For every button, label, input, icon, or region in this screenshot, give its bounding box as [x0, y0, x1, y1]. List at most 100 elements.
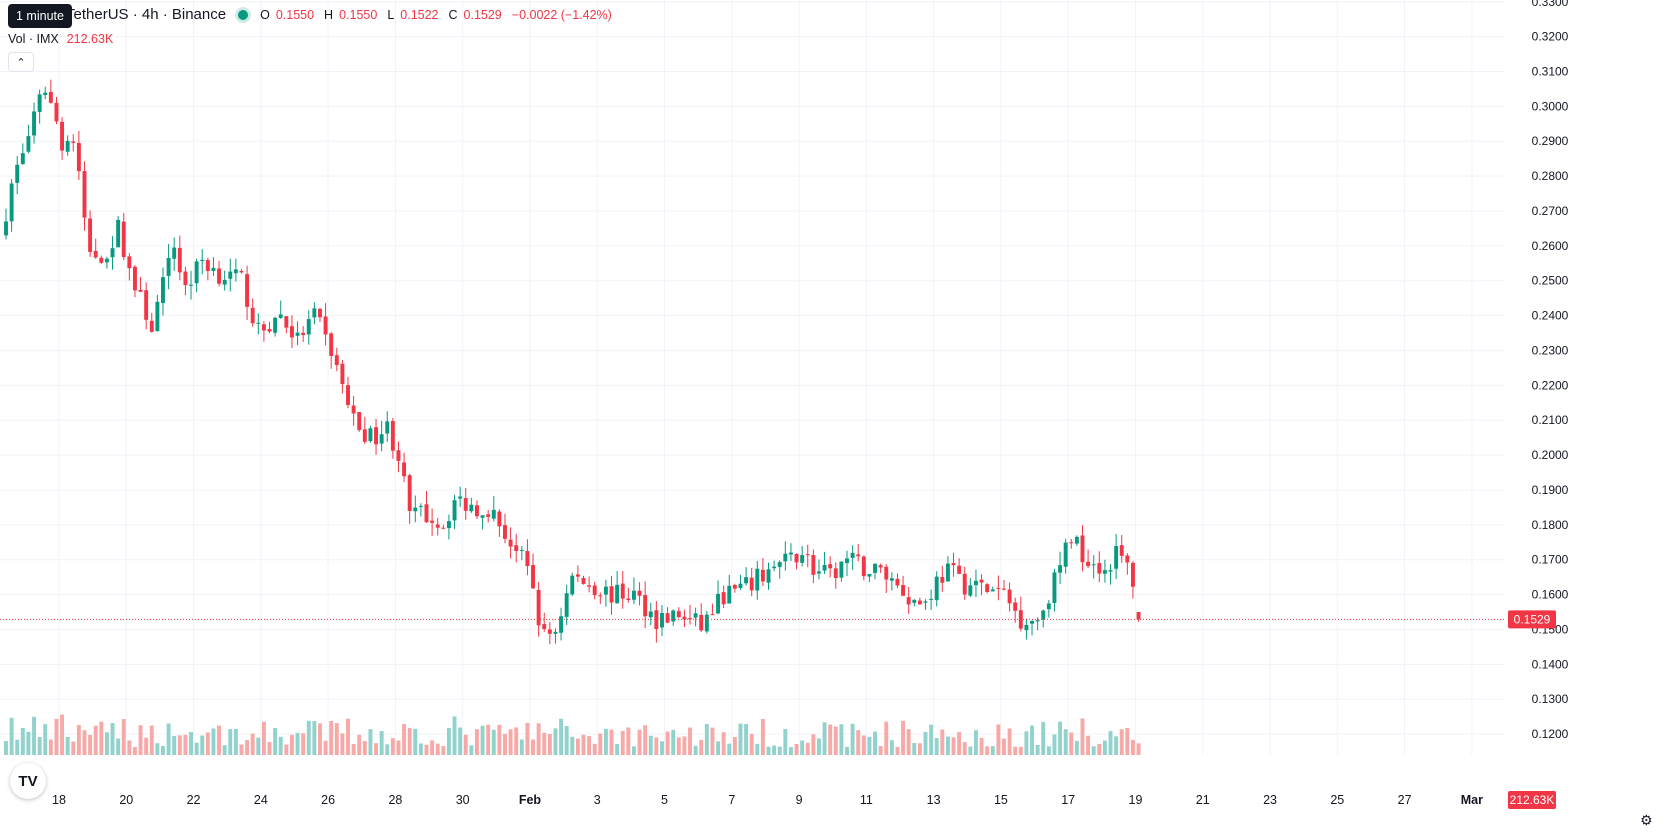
volume-bar	[800, 740, 805, 755]
volume-bar	[1108, 731, 1113, 755]
price-tick-label: 0.1900	[1532, 483, 1569, 497]
candle-body	[222, 279, 227, 285]
volume-bar	[312, 721, 317, 755]
volume-bar	[273, 727, 278, 755]
volume-bar	[149, 725, 154, 755]
candle-body	[648, 611, 653, 618]
volume-bar	[721, 732, 726, 755]
candle-body	[1013, 602, 1018, 611]
candle-body	[665, 613, 670, 623]
candle-body	[1058, 565, 1063, 573]
volume-bar	[1086, 735, 1091, 755]
candle-body	[570, 575, 575, 595]
volume-bar	[755, 743, 760, 755]
volume-bar	[542, 732, 547, 755]
candle-body	[340, 363, 345, 385]
candle-body	[996, 587, 1001, 589]
volume-bar	[15, 739, 20, 755]
volume-bar	[996, 724, 1001, 755]
volume-bar	[1018, 746, 1023, 755]
volume-bar	[654, 737, 659, 755]
candle-body	[1052, 572, 1057, 604]
candle-body	[508, 539, 513, 547]
volume-bar	[811, 734, 816, 755]
volume-bar	[699, 739, 704, 755]
candle-body	[121, 221, 126, 258]
volume-bar	[889, 740, 894, 755]
volume-bar	[43, 724, 48, 755]
candle-body	[755, 568, 760, 591]
volume-bar	[334, 723, 339, 755]
gear-icon[interactable]: ⚙	[1640, 812, 1653, 828]
volume-bar	[1069, 732, 1074, 755]
volume-bar	[497, 724, 502, 755]
volume-bar	[491, 729, 496, 755]
candle-body	[65, 140, 70, 152]
ohlc-close-value: 0.1529	[463, 7, 502, 22]
ohlc-close-key: C	[448, 7, 458, 22]
interval-tooltip: 1 minute	[8, 4, 72, 28]
candle-body	[318, 308, 322, 318]
tradingview-logo[interactable]: TV	[10, 763, 46, 799]
volume-bar	[99, 721, 104, 755]
candle-body	[990, 589, 995, 592]
volume-bar	[217, 725, 222, 755]
candle-body	[682, 616, 687, 620]
volume-bar	[676, 737, 681, 755]
candle-body	[295, 332, 300, 336]
candle-body	[110, 248, 115, 258]
volume-bar	[452, 716, 457, 755]
volume-bar	[32, 716, 36, 755]
candle-body	[1086, 561, 1091, 567]
time-tick-label: 7	[728, 793, 735, 807]
volume-bar	[531, 739, 535, 755]
volume-bar	[1080, 718, 1085, 755]
price-tick-label: 0.3100	[1532, 64, 1569, 78]
candle-body	[211, 267, 216, 271]
candle-body	[940, 576, 945, 583]
candle-body	[620, 583, 625, 599]
volume-bar	[536, 723, 541, 755]
volume-bar	[172, 735, 177, 755]
volume-bar	[665, 731, 670, 755]
price-tick-label: 0.2000	[1532, 448, 1569, 462]
candle-body	[166, 257, 171, 276]
volume-bar	[553, 728, 558, 755]
candle-body	[76, 142, 81, 172]
candle-body	[945, 563, 950, 582]
volume-bar	[749, 733, 754, 755]
ohlc-high-key: H	[324, 7, 334, 22]
price-tick-label: 0.2900	[1532, 134, 1569, 148]
candle-body	[503, 525, 507, 539]
candle-body	[1024, 624, 1029, 631]
last-volume-badge	[1508, 791, 1556, 809]
volume-bar	[93, 725, 98, 755]
volume-bar	[161, 745, 165, 755]
volume-bar	[486, 724, 491, 755]
candle-body	[884, 566, 889, 580]
candle-body	[626, 598, 631, 601]
candle-body	[351, 405, 356, 414]
price-tick-label: 0.2600	[1532, 239, 1569, 253]
volume-bar	[346, 718, 350, 755]
candle-body	[250, 307, 255, 324]
volume-label[interactable]: Vol · IMX	[8, 32, 59, 46]
volume-bar	[760, 718, 765, 755]
ohlc-low-key: L	[387, 7, 395, 22]
candle-body	[463, 498, 468, 511]
candle-body	[1102, 570, 1107, 574]
volume-bar	[228, 729, 233, 755]
candle-body	[1091, 564, 1096, 566]
candle-body	[374, 427, 379, 445]
symbol-title[interactable]: TetherUS · 4h · Binance	[66, 6, 227, 23]
collapse-legend-button[interactable]: ⌃	[8, 52, 34, 72]
candle-body	[957, 565, 962, 574]
ohlc-open-value: 0.1550	[275, 7, 315, 22]
volume-bar	[233, 728, 238, 755]
candle-body	[54, 102, 59, 122]
volume-bar	[1058, 721, 1063, 755]
candle-body	[486, 514, 491, 517]
volume-bar	[945, 736, 950, 755]
